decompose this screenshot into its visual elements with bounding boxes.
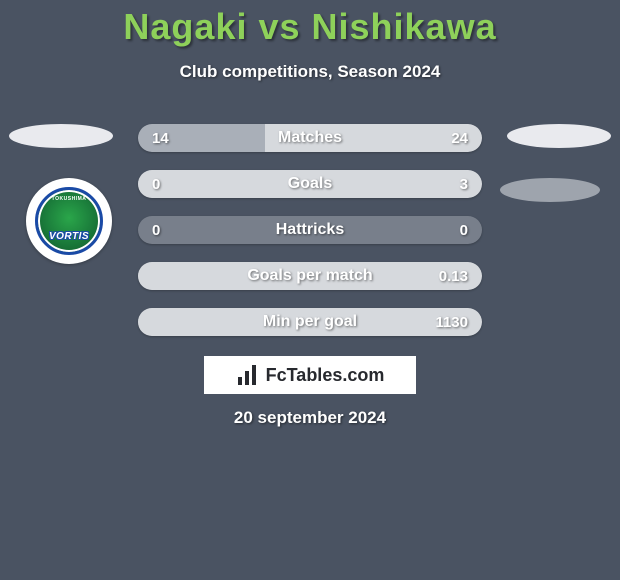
vortis-logo-icon: TOKUSHIMA VORTIS [35,187,103,255]
bar-chart-icon [236,363,260,387]
stat-label: Matches [138,124,482,152]
stat-label: Goals per match [138,262,482,290]
team-logo-left: TOKUSHIMA VORTIS [26,178,112,264]
branding-text: FcTables.com [266,365,385,386]
stat-row: 1424Matches [138,124,482,152]
decorative-oval [500,178,600,202]
stat-label: Hattricks [138,216,482,244]
stat-row: 1130Min per goal [138,308,482,336]
branding-badge: FcTables.com [202,354,418,396]
stat-label: Goals [138,170,482,198]
stat-label: Min per goal [138,308,482,336]
stat-bars-container: 1424Matches 03Goals 00Hattricks 0.13Goals p… [138,124,482,354]
page-title: Nagaki vs Nishikawa [0,6,620,48]
logo-text-top: TOKUSHIMA [52,196,87,202]
decorative-oval [9,124,113,148]
stat-row: 00Hattricks [138,216,482,244]
logo-text-main: VORTIS [49,231,89,242]
stat-row: 0.13Goals per match [138,262,482,290]
decorative-oval [507,124,611,148]
page-subtitle: Club competitions, Season 2024 [0,62,620,82]
stat-row: 03Goals [138,170,482,198]
date-label: 20 september 2024 [0,408,620,428]
